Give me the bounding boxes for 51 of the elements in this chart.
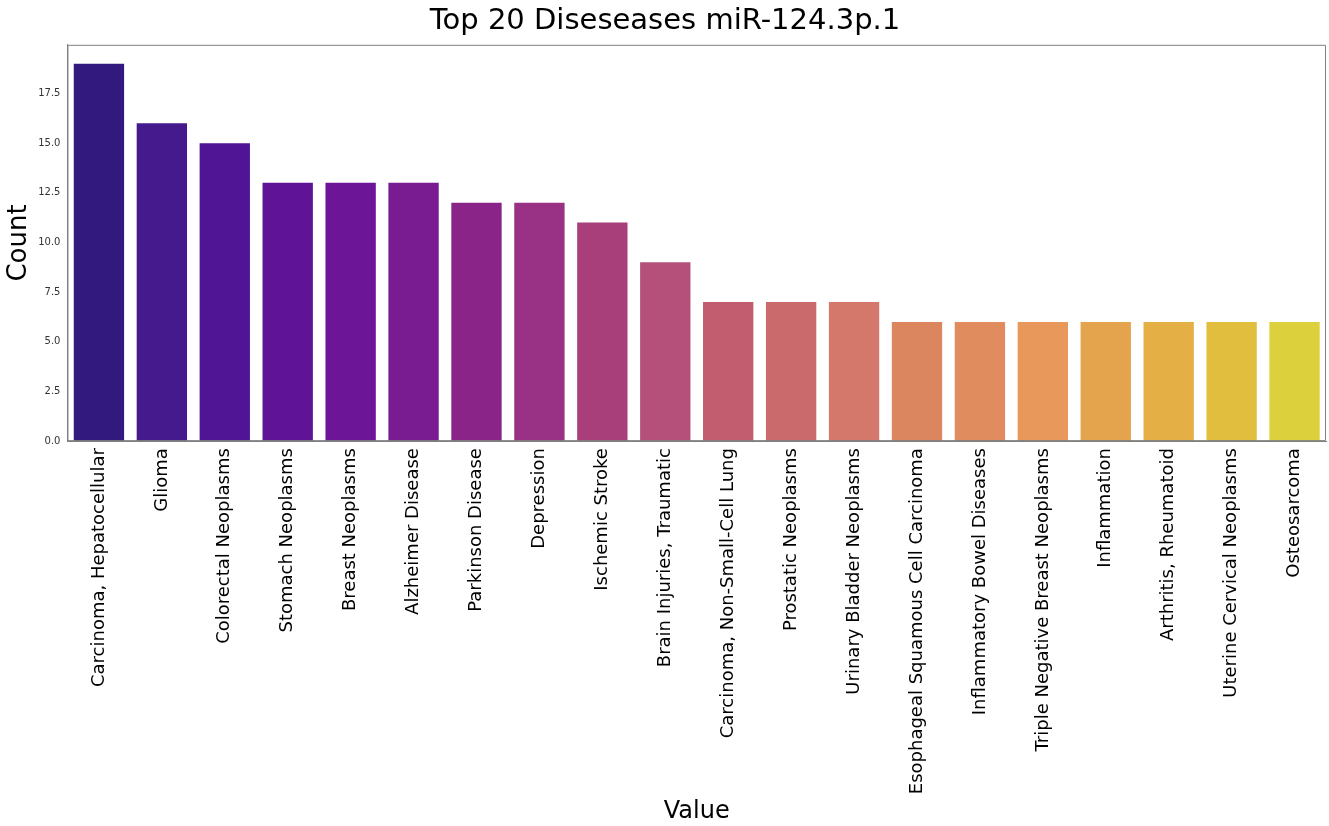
x-tick-label: Arthritis, Rheumatoid <box>1156 448 1178 642</box>
bar <box>451 202 502 442</box>
bar <box>703 302 754 442</box>
x-tick-label: Urinary Bladder Neoplasms <box>841 448 863 695</box>
x-tick-label: Carcinoma, Hepatocellular <box>86 447 108 688</box>
bar <box>828 302 880 442</box>
x-tick-label: Uterine Cervical Neoplasms <box>1219 448 1241 698</box>
bar <box>388 182 439 442</box>
x-tick-label: Colorectal Neoplasms <box>212 448 234 644</box>
x-axis-title: Value <box>663 795 730 824</box>
bar <box>1143 321 1194 442</box>
bar <box>1206 321 1257 442</box>
x-tick-label: Inflammatory Bowel Diseases <box>967 448 989 716</box>
x-tick-label: Inflammation <box>1093 448 1115 568</box>
x-tick-label: Triple Negative Breast Neoplasms <box>1030 448 1052 753</box>
y-tick-label: 5.0 <box>44 335 61 347</box>
bar <box>325 182 376 442</box>
y-tick-label: 10.0 <box>38 236 61 248</box>
bar <box>765 302 817 442</box>
bar <box>1017 321 1068 442</box>
bar <box>640 262 691 442</box>
x-tick-label: Parkinson Disease <box>464 448 486 612</box>
bar <box>1080 321 1131 442</box>
x-tick-label: Glioma <box>149 448 171 512</box>
bar <box>577 222 628 442</box>
x-tick-label: Ischemic Stroke <box>590 448 612 591</box>
x-tick-label: Carcinoma, Non-Small-Cell Lung <box>715 448 737 739</box>
x-tick-label: Stomach Neoplasms <box>275 448 297 633</box>
bar <box>954 321 1006 442</box>
bar <box>891 321 943 442</box>
chart-title: Top 20 Diseseases miR-124.3p.1 <box>428 1 901 36</box>
x-tick-label: Osteosarcoma <box>1282 448 1304 578</box>
x-tick-label: Breast Neoplasms <box>338 448 360 612</box>
x-tick-label: Prostatic Neoplasms <box>778 448 800 632</box>
y-tick-label: 15.0 <box>38 136 61 148</box>
y-tick-label: 2.5 <box>44 385 61 397</box>
bar <box>73 63 125 442</box>
y-axis-title: Count <box>2 204 33 282</box>
y-tick-label: 12.5 <box>38 186 61 198</box>
bar <box>1269 321 1320 442</box>
y-tick-label: 17.5 <box>38 87 61 99</box>
y-tick-label: 0.0 <box>44 434 61 446</box>
bar <box>514 202 565 442</box>
y-tick-label: 7.5 <box>44 285 61 297</box>
bar <box>199 143 250 442</box>
bar <box>262 182 313 442</box>
x-tick-label: Esophageal Squamous Cell Carcinoma <box>904 448 926 795</box>
bar <box>136 123 188 442</box>
x-tick-label: Alzheimer Disease <box>401 448 423 615</box>
x-tick-label: Depression <box>527 448 549 549</box>
x-tick-label: Brain Injuries, Traumatic <box>652 448 674 668</box>
